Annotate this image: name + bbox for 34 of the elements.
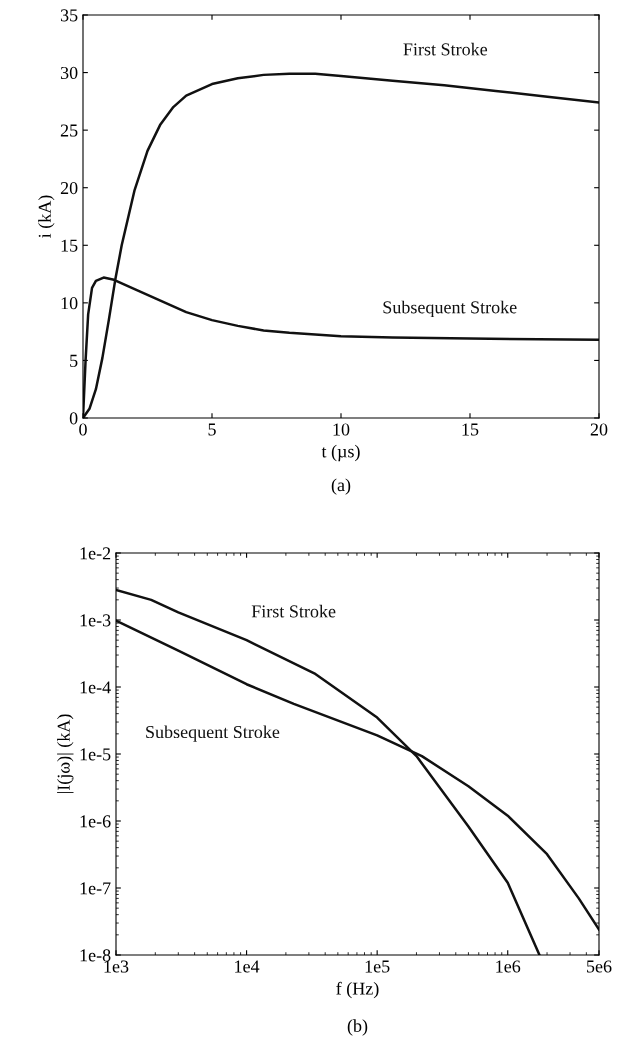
y-tick-label: 25 bbox=[60, 124, 78, 137]
y-tick-label: 5 bbox=[70, 354, 78, 367]
y-axis-title: |I(jω)| (kA) bbox=[57, 714, 74, 794]
series-label: First Stroke bbox=[251, 604, 336, 618]
y-tick-label: 1e-8 bbox=[80, 949, 111, 962]
x-tick-label: 5 bbox=[208, 423, 216, 436]
y-tick-label: 35 bbox=[60, 9, 78, 22]
x-tick-label: 20 bbox=[590, 423, 608, 436]
x-tick-label: 1e4 bbox=[235, 960, 260, 973]
series-label: Subsequent Stroke bbox=[146, 725, 280, 742]
y-tick-label: 1e-2 bbox=[80, 547, 111, 560]
y-axis-title: i (kA) bbox=[38, 195, 55, 238]
y-tick-label: 1e-6 bbox=[80, 815, 111, 828]
y-tick-label: 1e-3 bbox=[80, 614, 111, 627]
x-tick-label: 5e6 bbox=[587, 960, 612, 973]
y-tick-label: 10 bbox=[61, 297, 78, 310]
x-tick-label: 1e6 bbox=[496, 960, 521, 973]
y-tick-label: 30 bbox=[60, 66, 78, 80]
x-tick-label: 1e3 bbox=[104, 960, 129, 973]
text: (b) bbox=[347, 1019, 368, 1036]
series-label: Subsequent Stroke bbox=[383, 300, 517, 318]
x-tick-label: 1e5 bbox=[365, 960, 390, 973]
x-tick-label: 10 bbox=[333, 423, 350, 436]
x-axis-title: f (Hz) bbox=[336, 981, 379, 999]
x-tick-label: 15 bbox=[462, 423, 479, 436]
series-label: First Stroke bbox=[403, 42, 488, 56]
y-tick-label: 1e-7 bbox=[80, 882, 111, 895]
x-axis-title: t (µs) bbox=[321, 444, 360, 462]
y-tick-label: 1e-5 bbox=[80, 748, 111, 761]
y-tick-label: 0 bbox=[69, 412, 78, 425]
y-tick-label: 15 bbox=[61, 239, 78, 252]
y-tick-label: 20 bbox=[60, 181, 78, 195]
text: (a) bbox=[331, 478, 351, 495]
y-tick-label: 1e-4 bbox=[80, 681, 111, 694]
